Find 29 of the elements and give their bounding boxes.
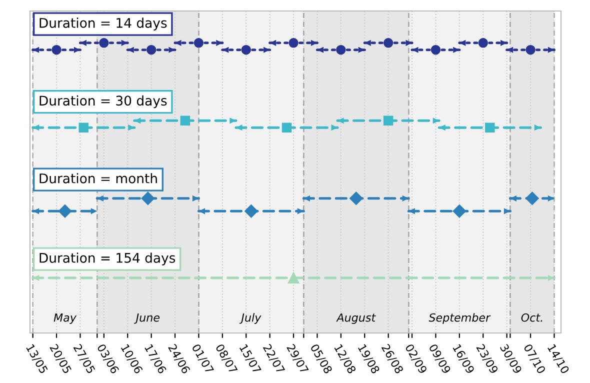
point: [485, 122, 495, 132]
point: [52, 45, 62, 55]
point: [478, 38, 488, 48]
point: [430, 45, 441, 55]
text: Duration = 154 days: [40, 252, 176, 266]
series-label: Duration = 14 days: [40, 18, 167, 30]
series-label: Duration = month: [40, 173, 157, 184]
point: [194, 38, 204, 48]
band-label: July: [239, 313, 262, 324]
point: [99, 38, 109, 48]
series-label: Duration = 30 days: [40, 95, 167, 108]
point: [288, 272, 300, 284]
band-label: August: [336, 313, 376, 324]
band-label: May: [54, 313, 77, 324]
band-label: June: [134, 313, 160, 324]
point: [282, 122, 292, 132]
point: [288, 38, 298, 48]
band-label: September: [428, 313, 491, 324]
point: [336, 45, 346, 55]
point: [526, 45, 536, 55]
band-label: Oct.: [521, 313, 542, 322]
point: [383, 116, 394, 126]
point: [141, 192, 155, 205]
point: [78, 122, 88, 132]
point: [180, 116, 190, 126]
point: [452, 204, 466, 218]
point: [383, 38, 394, 48]
point: [146, 45, 156, 55]
point: [241, 45, 251, 55]
